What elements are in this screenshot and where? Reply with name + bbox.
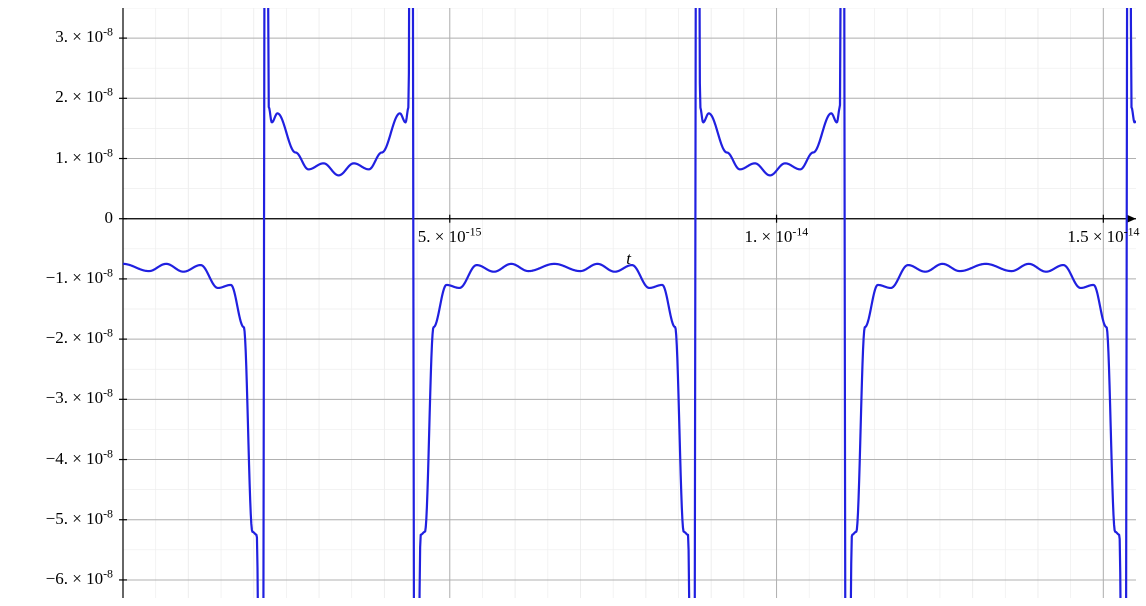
y-tick-label: −4. × 10-8 [46, 449, 113, 469]
x-tick-label: 1.5 × 10-14 [1067, 227, 1139, 247]
plot-svg [0, 0, 1146, 606]
y-tick-label: −6. × 10-8 [46, 569, 113, 589]
y-tick-label: 0 [105, 208, 114, 228]
y-tick-label: −1. × 10-8 [46, 268, 113, 288]
line-chart: −6. × 10-8 −5. × 10-8 −4. × 10-8 −3. × 10-8… [0, 0, 1146, 606]
x-tick-label: 5. × 10-15 [418, 227, 482, 247]
y-tick-label: 1. × 10-8 [55, 148, 113, 168]
y-tick-label: 3. × 10-8 [55, 27, 113, 47]
y-tick-label: −2. × 10-8 [46, 328, 113, 348]
y-tick-label: −5. × 10-8 [46, 509, 113, 529]
y-tick-label: −3. × 10-8 [46, 388, 113, 408]
x-axis-title: t [626, 249, 631, 269]
y-tick-label: 2. × 10-8 [55, 87, 113, 107]
x-tick-label: 1. × 10-14 [745, 227, 809, 247]
